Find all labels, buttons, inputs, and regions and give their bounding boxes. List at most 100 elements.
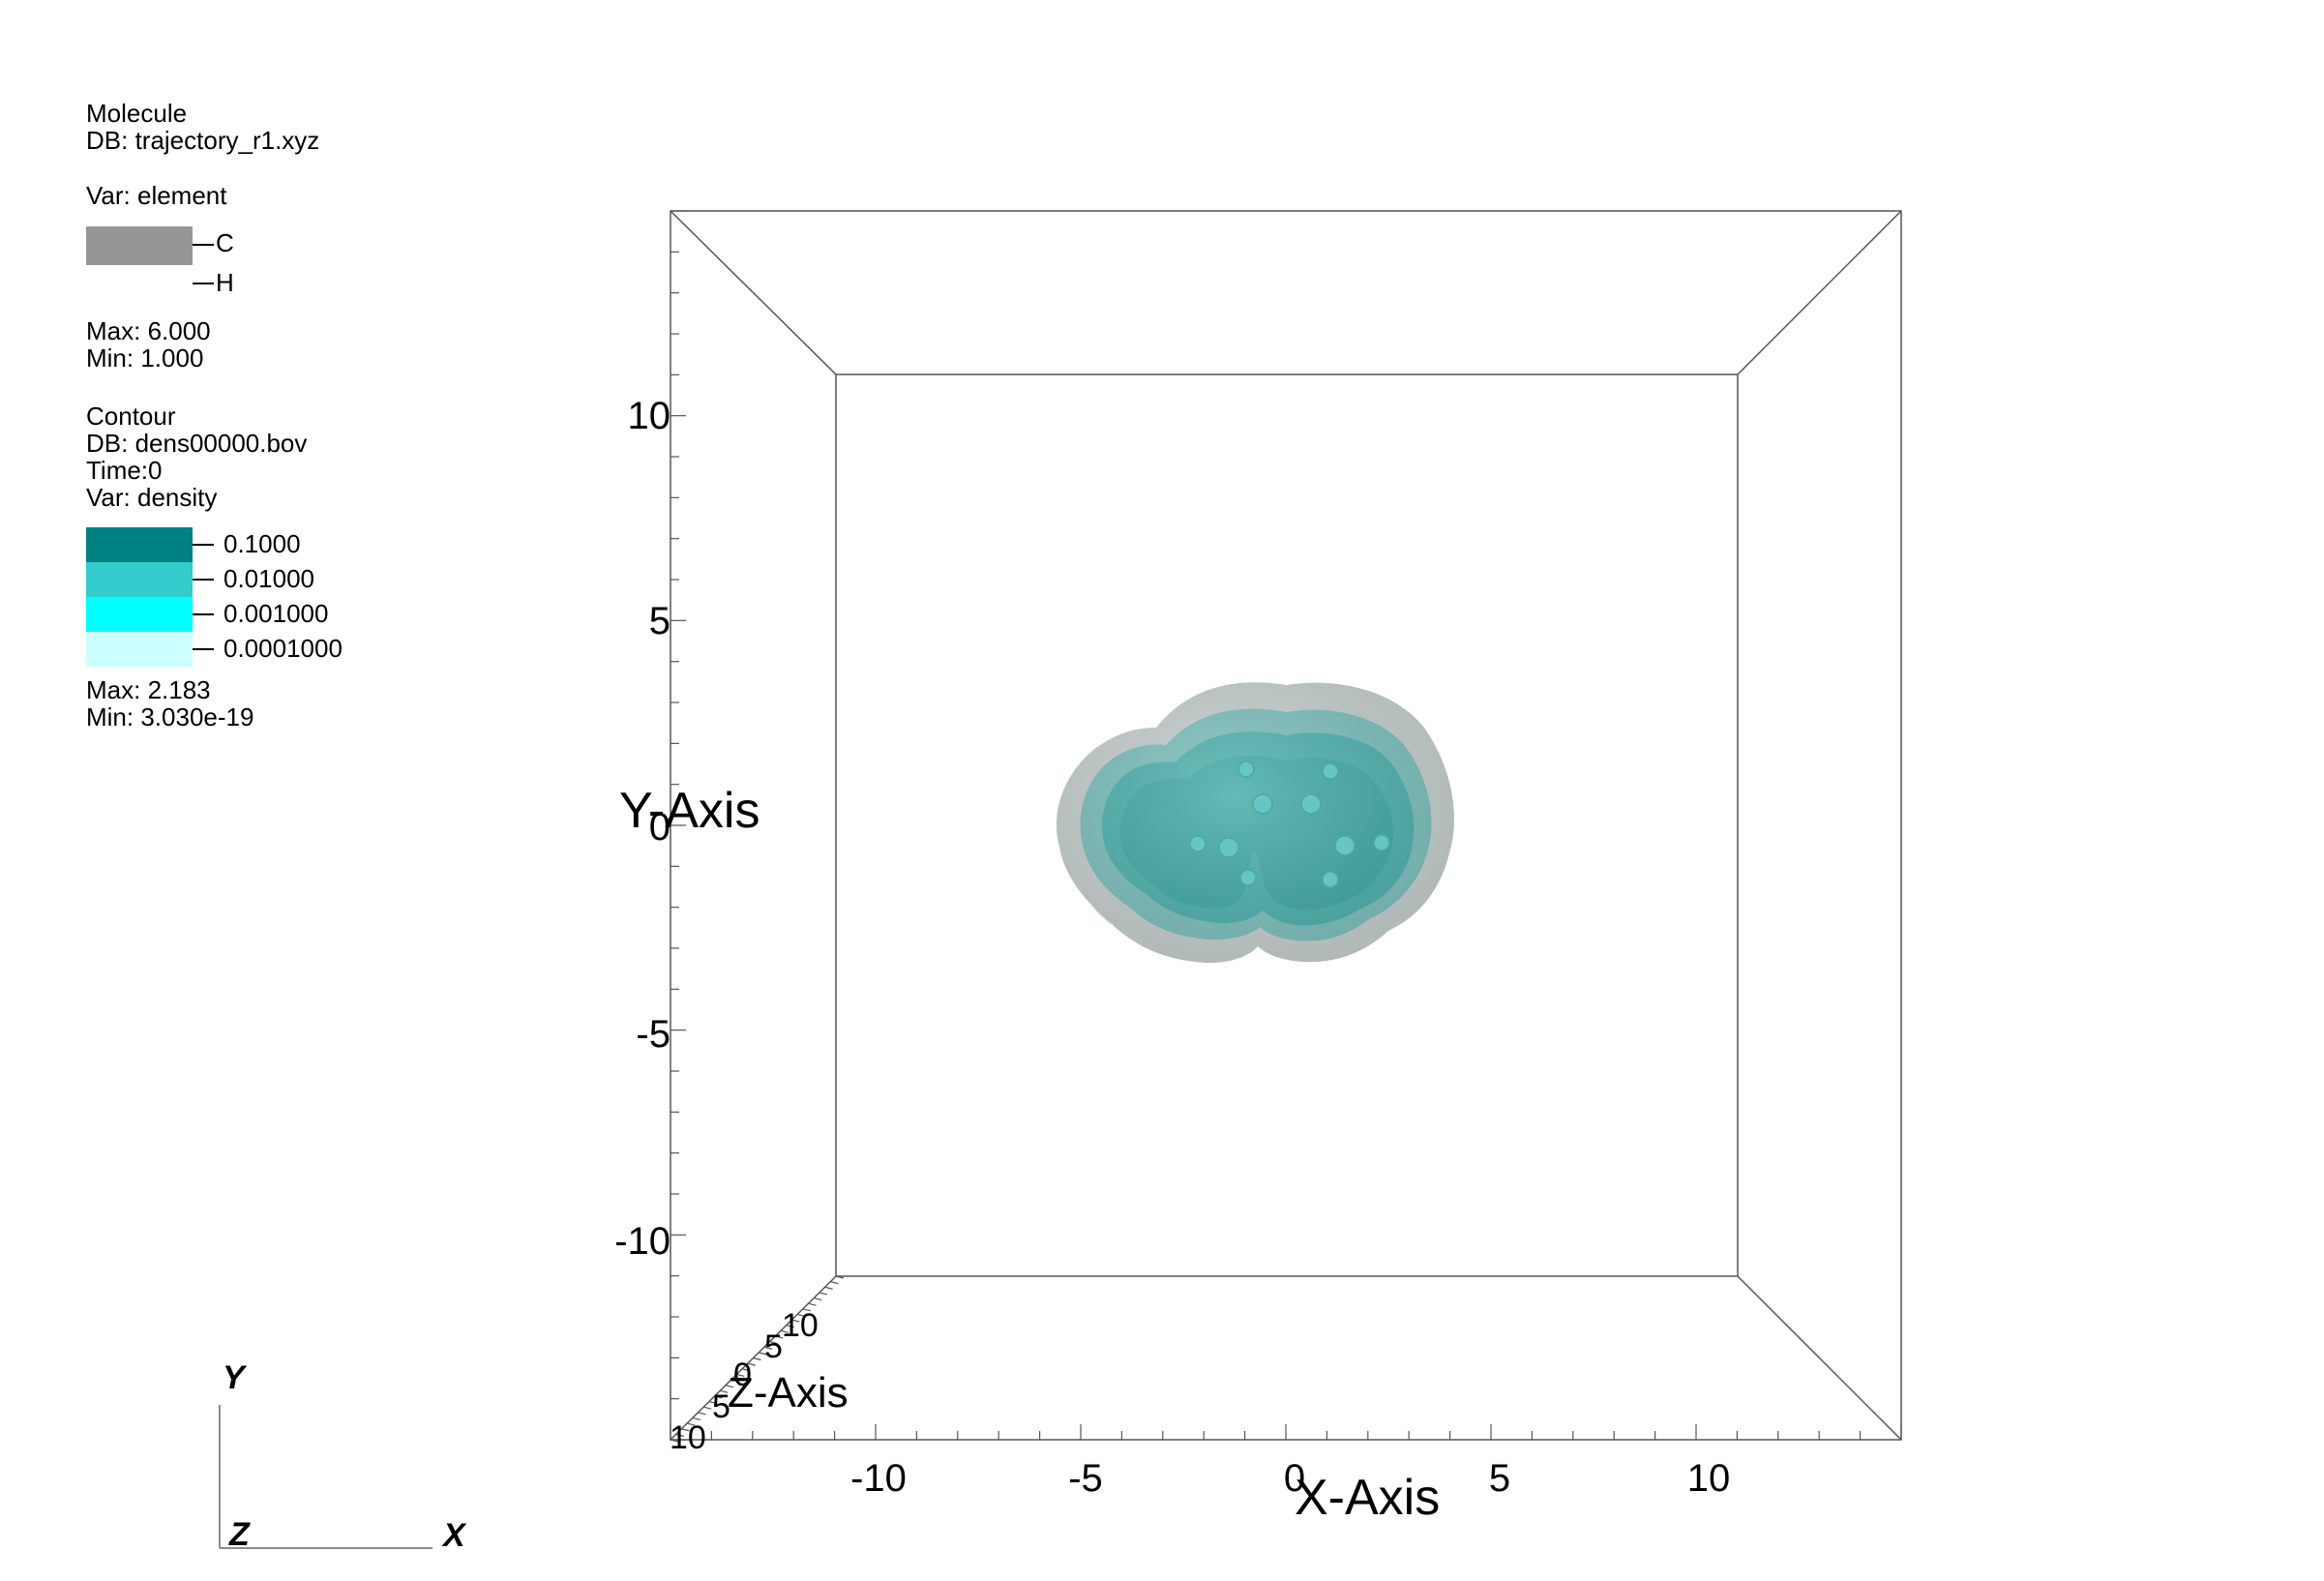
z-axis-ticks: [670, 1275, 845, 1443]
z-tick: [802, 1308, 811, 1312]
legend-tick: [193, 283, 214, 284]
z-tick: [670, 1439, 679, 1443]
legend-tick: [193, 613, 214, 615]
element-label-h: H: [216, 268, 234, 297]
molecule-min: Min: 1.000: [86, 343, 204, 373]
contour-min: Min: 3.030e-19: [86, 702, 254, 731]
atoms: [1189, 761, 1390, 888]
legend-tick: [193, 544, 214, 546]
z-tick: [714, 1395, 723, 1399]
x-tick-label: 0: [1284, 1457, 1305, 1500]
contour-time: Time:0: [86, 456, 163, 485]
z-tick: [759, 1352, 767, 1356]
z-tick: [725, 1385, 734, 1388]
box-edge: [1737, 210, 1902, 375]
z-tick: [698, 1412, 706, 1416]
molecule-plot-name: Molecule: [86, 99, 188, 128]
x-tick-label: 10: [1687, 1457, 1731, 1500]
triad-y-label: Y: [223, 1359, 248, 1396]
z-tick: [786, 1325, 794, 1328]
z-tick-label: 10: [670, 1419, 706, 1456]
z-tick: [708, 1400, 718, 1405]
triad-x-label: X: [441, 1517, 467, 1554]
element-swatch-c: [86, 226, 193, 265]
z-tick: [775, 1335, 784, 1339]
z-tick-label: 0: [733, 1357, 752, 1393]
z-tick: [736, 1373, 745, 1377]
atom-h: [1189, 835, 1207, 852]
contour-db: DB: dens00000.bov: [86, 429, 308, 458]
y-axis-title: Y-Axis: [619, 783, 760, 839]
z-tick: [753, 1357, 761, 1361]
atom-c: [1300, 793, 1322, 815]
z-tick: [720, 1389, 729, 1393]
box-edge: [670, 210, 837, 375]
contour-var: Var: density: [86, 483, 218, 512]
z-tick: [730, 1379, 739, 1383]
legend-tick: [193, 579, 214, 581]
x-tick-label: 5: [1489, 1457, 1510, 1500]
x-tick-label: -5: [1068, 1457, 1103, 1500]
z-tick: [763, 1346, 773, 1350]
x-tick-label: -10: [850, 1457, 907, 1500]
z-tick-label: 10: [782, 1307, 819, 1344]
box-edge: [1737, 1275, 1902, 1441]
atom-h: [1322, 762, 1339, 780]
contour-swatch-3: [86, 632, 193, 667]
atom-h: [1239, 869, 1257, 886]
x-axis-ticks: [670, 1424, 1902, 1440]
z-tick: [791, 1319, 800, 1323]
contour-swatch-1: [86, 562, 193, 597]
z-tick: [769, 1341, 778, 1345]
box-back-face: [835, 373, 1739, 1277]
contour-max: Max: 2.183: [86, 675, 211, 704]
z-tick: [819, 1292, 828, 1296]
y-tick-label: 0: [649, 806, 670, 849]
y-axis-ticks: [670, 210, 686, 1441]
x-axis-title: X-Axis: [1295, 1470, 1440, 1526]
z-tick: [747, 1362, 756, 1366]
atom-h: [1322, 871, 1339, 888]
atom-h: [1237, 761, 1255, 778]
isosurface-group: [1056, 682, 1454, 964]
z-tick: [681, 1428, 690, 1432]
atom-c: [1252, 793, 1273, 815]
z-tick: [814, 1297, 822, 1301]
z-tick-label: 5: [764, 1328, 783, 1365]
y-tick-label: -10: [614, 1220, 670, 1263]
isosurface-shading: [1056, 682, 1454, 964]
molecule-db: DB: trajectory_r1.xyz: [86, 126, 320, 155]
z-tick-label: 5: [712, 1388, 730, 1425]
z-tick: [830, 1281, 839, 1285]
z-tick: [675, 1433, 684, 1437]
z-tick: [741, 1368, 751, 1372]
contour-plot-name: Contour: [86, 402, 176, 431]
z-tick: [703, 1406, 712, 1410]
z-tick: [780, 1329, 790, 1333]
z-tick: [835, 1275, 845, 1279]
contour-level-label-3: 0.0001000: [223, 634, 343, 663]
contour-level-label-0: 0.1000: [223, 529, 301, 558]
element-label-c: C: [216, 228, 234, 257]
atom-c: [1218, 837, 1239, 858]
contour-level-label-2: 0.001000: [223, 599, 329, 628]
atom-c: [1334, 835, 1356, 856]
z-tick: [796, 1313, 806, 1318]
orientation-triad: [219, 1405, 432, 1549]
z-tick: [808, 1302, 817, 1306]
molecule-max: Max: 6.000: [86, 316, 211, 345]
z-tick: [686, 1422, 696, 1426]
molecule-var: Var: element: [86, 181, 227, 210]
contour-level-label-1: 0.01000: [223, 564, 314, 593]
legend-tick: [193, 244, 214, 246]
y-tick-label: 5: [649, 600, 670, 642]
z-tick: [824, 1286, 833, 1290]
legend-tick: [193, 648, 214, 650]
contour-swatch-0: [86, 527, 193, 562]
triad-z-label: Z: [228, 1516, 251, 1553]
y-tick-label: -5: [636, 1013, 670, 1056]
z-axis-title: Z-Axis: [728, 1369, 849, 1417]
z-tick: [692, 1417, 700, 1421]
y-tick-label: 10: [628, 395, 671, 437]
